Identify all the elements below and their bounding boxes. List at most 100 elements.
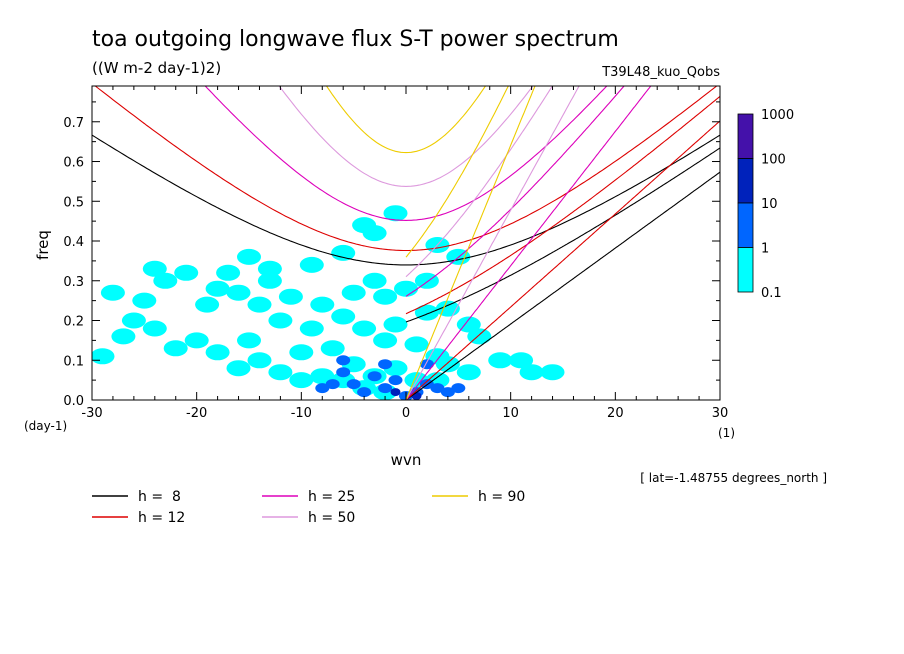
power-cell-cyan: [237, 332, 261, 349]
kelvin-curve-h8: [405, 171, 720, 400]
colorbar-label: 100: [761, 153, 786, 168]
power-cell-cyan: [278, 288, 303, 305]
power-cell-cyan: [373, 288, 398, 305]
gravity-curve-h25: [204, 86, 608, 221]
power-cell-cyan: [456, 364, 481, 381]
power-cell-blue: [357, 387, 372, 398]
legend-label-h8: h = 8: [138, 489, 181, 505]
power-cell-cyan: [362, 272, 387, 289]
power-cell-cyan: [142, 260, 167, 277]
colorbar-swatch: [737, 202, 754, 248]
power-cell-cyan: [205, 280, 230, 297]
power-cell-cyan: [362, 225, 387, 242]
x-axis-label: wvn: [391, 451, 422, 469]
power-cell-blue: [419, 379, 434, 390]
power-cell-cyan: [383, 316, 408, 333]
power-cell-blue: [388, 375, 403, 386]
power-cell-cyan: [519, 364, 544, 381]
x-tick-label: 20: [607, 406, 624, 421]
power-cell-blue: [336, 355, 351, 366]
y-tick-label: 0.1: [63, 354, 84, 369]
mrg-curve-h90: [405, 86, 509, 258]
power-cell-cyan: [310, 296, 335, 313]
power-cell-cyan: [331, 244, 356, 261]
power-cell-cyan: [163, 340, 188, 357]
power-cell-cyan: [247, 352, 272, 369]
power-cell-cyan: [540, 364, 565, 381]
power-cell-blue: [346, 379, 361, 390]
x-tick-label: -20: [186, 406, 207, 421]
axis-ticks: -30 -20 -10 0 10 20 30 0.0 0.1 0.2 0.3 0.4 0.5 0.6 0.7: [63, 86, 728, 421]
power-cell-cyan: [153, 272, 178, 289]
y-tick-label: 0.3: [63, 275, 84, 290]
kelvin-curve-h25: [405, 86, 652, 400]
colorbar: 1000 100 10 1 0.1: [737, 108, 794, 301]
run-label: T39L48_kuo_Qobs: [601, 65, 720, 80]
power-cell-blue: [367, 371, 382, 382]
power-cell-cyan: [257, 272, 282, 289]
x-tick-label: 10: [502, 406, 519, 421]
y-tick-label: 0.5: [63, 195, 84, 210]
x-unit-label: (1): [718, 426, 735, 440]
mrg-curve-h12: [405, 95, 720, 315]
power-cell-cyan: [289, 344, 314, 361]
x-tick-label: 30: [712, 406, 729, 421]
power-cell-blue: [378, 383, 393, 394]
plot-area: -30 -20 -10 0 10 20 30 0.0 0.1 0.2 0.3 0.4 0.5 0.6 0.7: [63, 85, 728, 421]
power-cell-cyan: [100, 284, 125, 301]
power-cell-cyan: [111, 328, 136, 345]
colorbar-swatch: [737, 247, 754, 293]
kelvin-curve-h12: [405, 120, 720, 400]
legend-label-h90: h = 90: [478, 489, 525, 505]
x-tick-label: 0: [402, 406, 410, 421]
plot-frame: [91, 85, 721, 401]
power-cell-cyan: [320, 340, 345, 357]
y-axis-label: freq: [34, 230, 52, 260]
mrg-curve-h25: [405, 86, 625, 297]
power-cell-cyan: [331, 308, 356, 325]
power-cell-cyan: [237, 248, 261, 265]
power-cell-cyan: [268, 364, 293, 381]
y-tick-label: 0.7: [63, 116, 84, 131]
power-cell-cyan: [268, 312, 293, 329]
legend-label-h12: h = 12: [138, 510, 185, 526]
colorbar-label: 1000: [761, 108, 794, 123]
power-cell-blue: [440, 387, 455, 398]
colorbar-label: 0.1: [761, 286, 782, 301]
mrg-curve-h50: [405, 86, 553, 278]
y-tick-label: 0.2: [63, 315, 84, 330]
power-cell-cyan: [226, 284, 251, 301]
x-tick-label: -30: [81, 406, 102, 421]
power-cell-cyan: [195, 296, 220, 313]
power-cell-blue: [419, 359, 434, 370]
power-cell-cyan: [456, 316, 481, 333]
x-tick-label: -10: [291, 406, 312, 421]
gravity-curve-h50: [278, 86, 534, 187]
dispersion-curves: [92, 86, 720, 400]
power-cell-cyan: [488, 352, 513, 369]
colorbar-label: 10: [761, 197, 778, 212]
power-cell-cyan: [404, 336, 429, 353]
power-cell-cyan: [373, 332, 398, 349]
power-cell-cyan: [174, 264, 199, 281]
gravity-curve-h8: [92, 134, 720, 266]
power-cell-blue: [315, 383, 330, 394]
colorbar-swatch: [737, 113, 754, 159]
y-unit-label: (day-1): [24, 419, 67, 433]
kelvin-curve-h50: [405, 86, 580, 400]
power-cell-cyan: [383, 205, 408, 222]
latitude-annotation: [ lat=-1.48755 degrees_north ]: [640, 471, 827, 485]
colorbar-swatch: [737, 158, 754, 204]
colorbar-label: 1: [761, 242, 769, 257]
chart-title: toa outgoing longwave flux S-T power spe…: [92, 27, 619, 52]
power-cell-cyan: [509, 352, 534, 369]
power-cell-blue: [325, 379, 340, 390]
chart-subtitle: ((W m-2 day-1)2): [92, 59, 221, 77]
power-cell-cyan: [299, 256, 324, 273]
gravity-curve-h12: [94, 86, 718, 252]
power-cell-darkblue: [390, 388, 401, 397]
y-tick-label: 0.4: [63, 235, 84, 250]
power-cell-cyan: [352, 320, 377, 337]
power-cell-cyan: [289, 372, 314, 389]
